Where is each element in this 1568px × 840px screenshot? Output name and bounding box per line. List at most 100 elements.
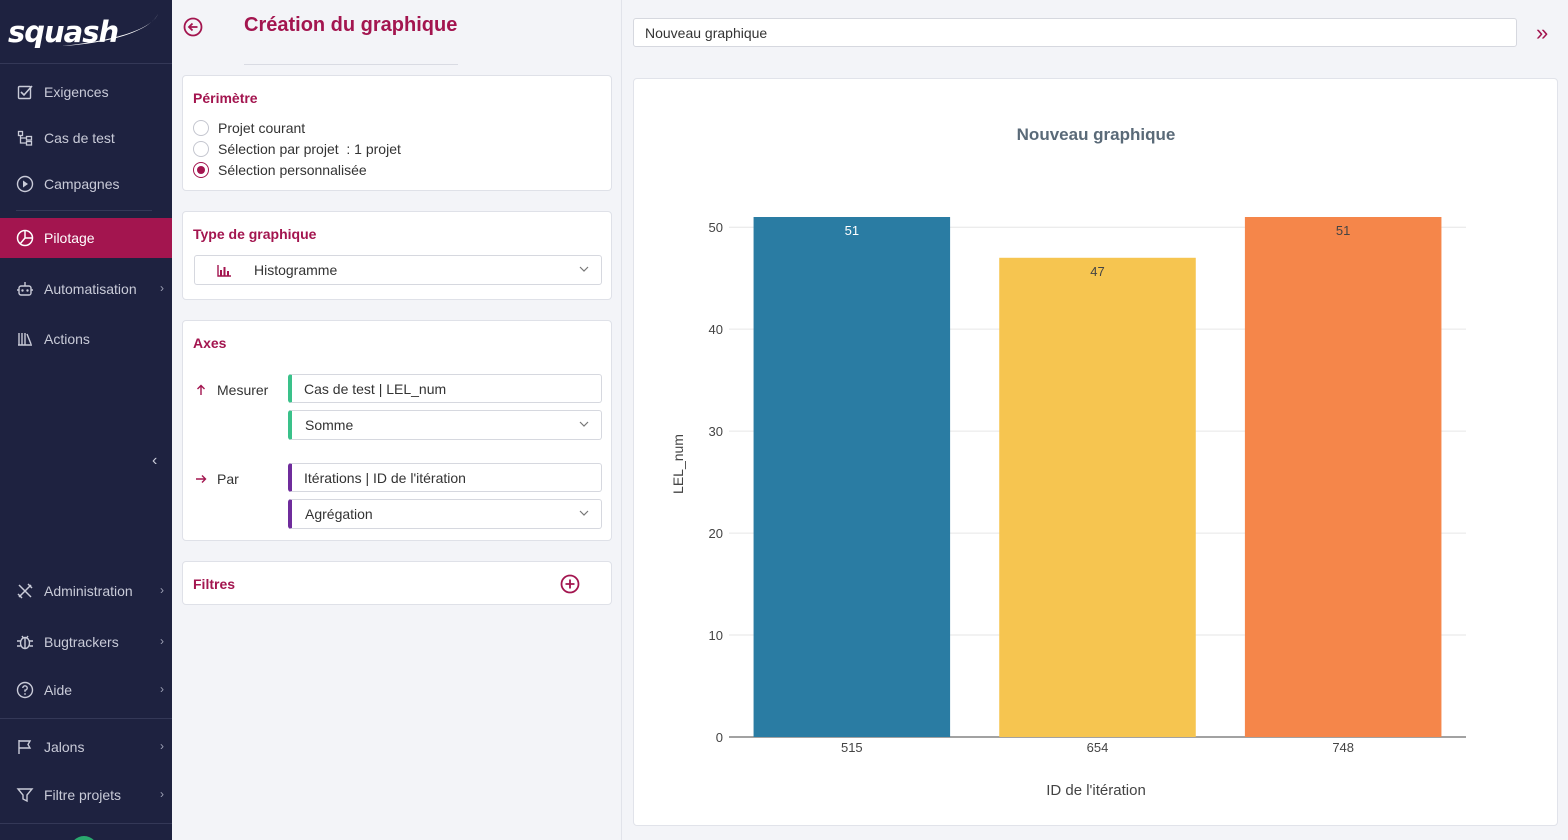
sidebar-item-filtre-projets[interactable]: Filtre projets › bbox=[0, 775, 172, 815]
chart-title: Nouveau graphique bbox=[1017, 125, 1176, 144]
sidebar-item-automatisation[interactable]: Automatisation › bbox=[0, 269, 172, 309]
chevron-right-icon: › bbox=[160, 281, 164, 295]
chart-preview-card: Nouveau graphique 0 10 20 30 40 50 51 515 47 654… bbox=[633, 78, 1558, 826]
measure-axis-label: Mesurer bbox=[195, 382, 268, 398]
x-tick-label: 654 bbox=[1087, 740, 1109, 755]
sidebar-item-actions[interactable]: Actions bbox=[0, 319, 172, 359]
sidebar-item-label: Automatisation bbox=[44, 281, 137, 297]
by-operation-select[interactable]: Agrégation bbox=[288, 499, 602, 529]
measure-operation-value: Somme bbox=[305, 417, 354, 433]
sidebar-item-label: Administration bbox=[44, 583, 133, 599]
user-avatar[interactable] bbox=[70, 836, 98, 840]
squash-logo[interactable]: squash bbox=[0, 0, 172, 64]
y-tick-label: 0 bbox=[716, 730, 723, 745]
bar-data-label: 51 bbox=[1336, 223, 1350, 238]
chevron-down-icon bbox=[579, 266, 589, 272]
flag-icon bbox=[16, 738, 34, 756]
robot-icon bbox=[16, 280, 34, 298]
sidebar-item-label: Aide bbox=[44, 682, 73, 698]
page-title: Création du graphique bbox=[244, 14, 458, 36]
chart-canvas: Nouveau graphique 0 10 20 30 40 50 51 515 47 654… bbox=[670, 125, 1466, 799]
radio-label: Projet courant bbox=[218, 120, 306, 136]
sidebar-item-label: Jalons bbox=[44, 739, 85, 755]
back-arrow-icon[interactable] bbox=[183, 17, 203, 37]
add-filter-icon[interactable] bbox=[560, 574, 580, 594]
arrow-right-icon bbox=[196, 475, 207, 483]
tools-icon bbox=[16, 582, 34, 600]
sidebar-item-label: Cas de test bbox=[44, 130, 115, 146]
chart-bar[interactable] bbox=[1244, 217, 1442, 737]
y-tick-label: 50 bbox=[709, 220, 723, 235]
chevron-down-icon bbox=[579, 421, 589, 427]
chart-bars bbox=[753, 217, 1442, 737]
chart-type-select[interactable]: Histogramme bbox=[194, 255, 602, 285]
pie-chart-icon bbox=[16, 229, 34, 247]
sidebar-separator bbox=[0, 718, 172, 719]
chart-bar[interactable] bbox=[999, 257, 1196, 737]
sidebar: squash Exigences Cas de test Campagnes P… bbox=[0, 0, 172, 840]
sidebar-item-label: Actions bbox=[44, 331, 90, 347]
library-icon bbox=[16, 330, 34, 348]
chart-bar[interactable] bbox=[753, 217, 951, 737]
bar-data-label: 51 bbox=[845, 223, 859, 238]
perimeter-title: Périmètre bbox=[193, 90, 258, 106]
bug-icon bbox=[16, 633, 34, 651]
filter-icon bbox=[16, 786, 34, 804]
chart-type-title: Type de graphique bbox=[193, 226, 317, 242]
by-field-value: Itérations | ID de l'itération bbox=[304, 469, 466, 486]
radio-selection-personnalisee[interactable]: Sélection personnalisée bbox=[193, 162, 367, 178]
radio-selection-par-projet[interactable]: Sélection par projet : 1 projet bbox=[193, 141, 401, 157]
radio-projet-courant[interactable]: Projet courant bbox=[193, 120, 305, 136]
sidebar-item-label: Exigences bbox=[44, 84, 109, 100]
sidebar-item-administration[interactable]: Administration › bbox=[0, 571, 172, 611]
radio-button-checked[interactable] bbox=[193, 162, 209, 178]
help-circle-icon bbox=[16, 681, 34, 699]
by-label-text: Par bbox=[217, 471, 239, 487]
chevron-right-icon: › bbox=[160, 787, 164, 801]
by-operation-value: Agrégation bbox=[305, 506, 373, 522]
bar-data-label: 47 bbox=[1090, 264, 1104, 279]
sidebar-separator bbox=[16, 210, 152, 211]
chevron-right-icon: › bbox=[160, 583, 164, 597]
sidebar-item-aide[interactable]: Aide › bbox=[0, 670, 172, 710]
sidebar-item-cas-de-test[interactable]: Cas de test bbox=[0, 118, 172, 158]
by-field[interactable]: Itérations | ID de l'itération bbox=[288, 463, 602, 492]
y-tick-label: 30 bbox=[709, 424, 723, 439]
sidebar-item-bugtrackers[interactable]: Bugtrackers › bbox=[0, 622, 172, 662]
chevron-left-icon[interactable]: ‹ bbox=[152, 452, 158, 469]
y-tick-label: 10 bbox=[709, 628, 723, 643]
sidebar-item-label: Bugtrackers bbox=[44, 634, 119, 650]
sidebar-item-jalons[interactable]: Jalons › bbox=[0, 727, 172, 767]
filters-card: Filtres bbox=[182, 561, 612, 605]
sidebar-separator bbox=[0, 823, 172, 824]
double-chevron-right-icon[interactable]: » bbox=[1536, 20, 1549, 45]
play-circle-icon bbox=[16, 175, 34, 193]
measure-label-text: Mesurer bbox=[217, 382, 269, 398]
y-axis-label: LEL_num bbox=[670, 434, 686, 494]
radio-button[interactable] bbox=[193, 141, 209, 157]
logo-text: squash bbox=[8, 14, 119, 49]
filters-title: Filtres bbox=[193, 576, 236, 592]
chart-labels: 51 515 47 654 51 748 bbox=[841, 223, 1354, 755]
axes-title: Axes bbox=[193, 335, 227, 351]
x-tick-label: 515 bbox=[841, 740, 863, 755]
measure-field[interactable]: Cas de test | LEL_num bbox=[288, 374, 602, 403]
radio-label: Sélection personnalisée bbox=[218, 162, 367, 178]
sidebar-item-label: Filtre projets bbox=[44, 787, 122, 803]
chart-type-card: Type de graphique Histogramme bbox=[182, 211, 612, 300]
y-tick-label: 20 bbox=[709, 526, 723, 541]
sidebar-item-campagnes[interactable]: Campagnes bbox=[0, 164, 172, 204]
chart-name-input[interactable] bbox=[633, 18, 1517, 47]
by-axis-label: Par bbox=[195, 471, 239, 487]
tree-icon bbox=[16, 129, 34, 147]
chevron-right-icon: › bbox=[160, 682, 164, 696]
sidebar-item-label: Pilotage bbox=[44, 230, 95, 246]
checkbox-icon bbox=[16, 83, 34, 101]
x-tick-label: 748 bbox=[1332, 740, 1354, 755]
measure-field-value: Cas de test | LEL_num bbox=[304, 380, 447, 397]
radio-button[interactable] bbox=[193, 120, 209, 136]
chevron-right-icon: › bbox=[160, 634, 164, 648]
sidebar-item-pilotage[interactable]: Pilotage bbox=[0, 218, 172, 258]
sidebar-item-exigences[interactable]: Exigences bbox=[0, 72, 172, 112]
measure-operation-select[interactable]: Somme bbox=[288, 410, 602, 440]
